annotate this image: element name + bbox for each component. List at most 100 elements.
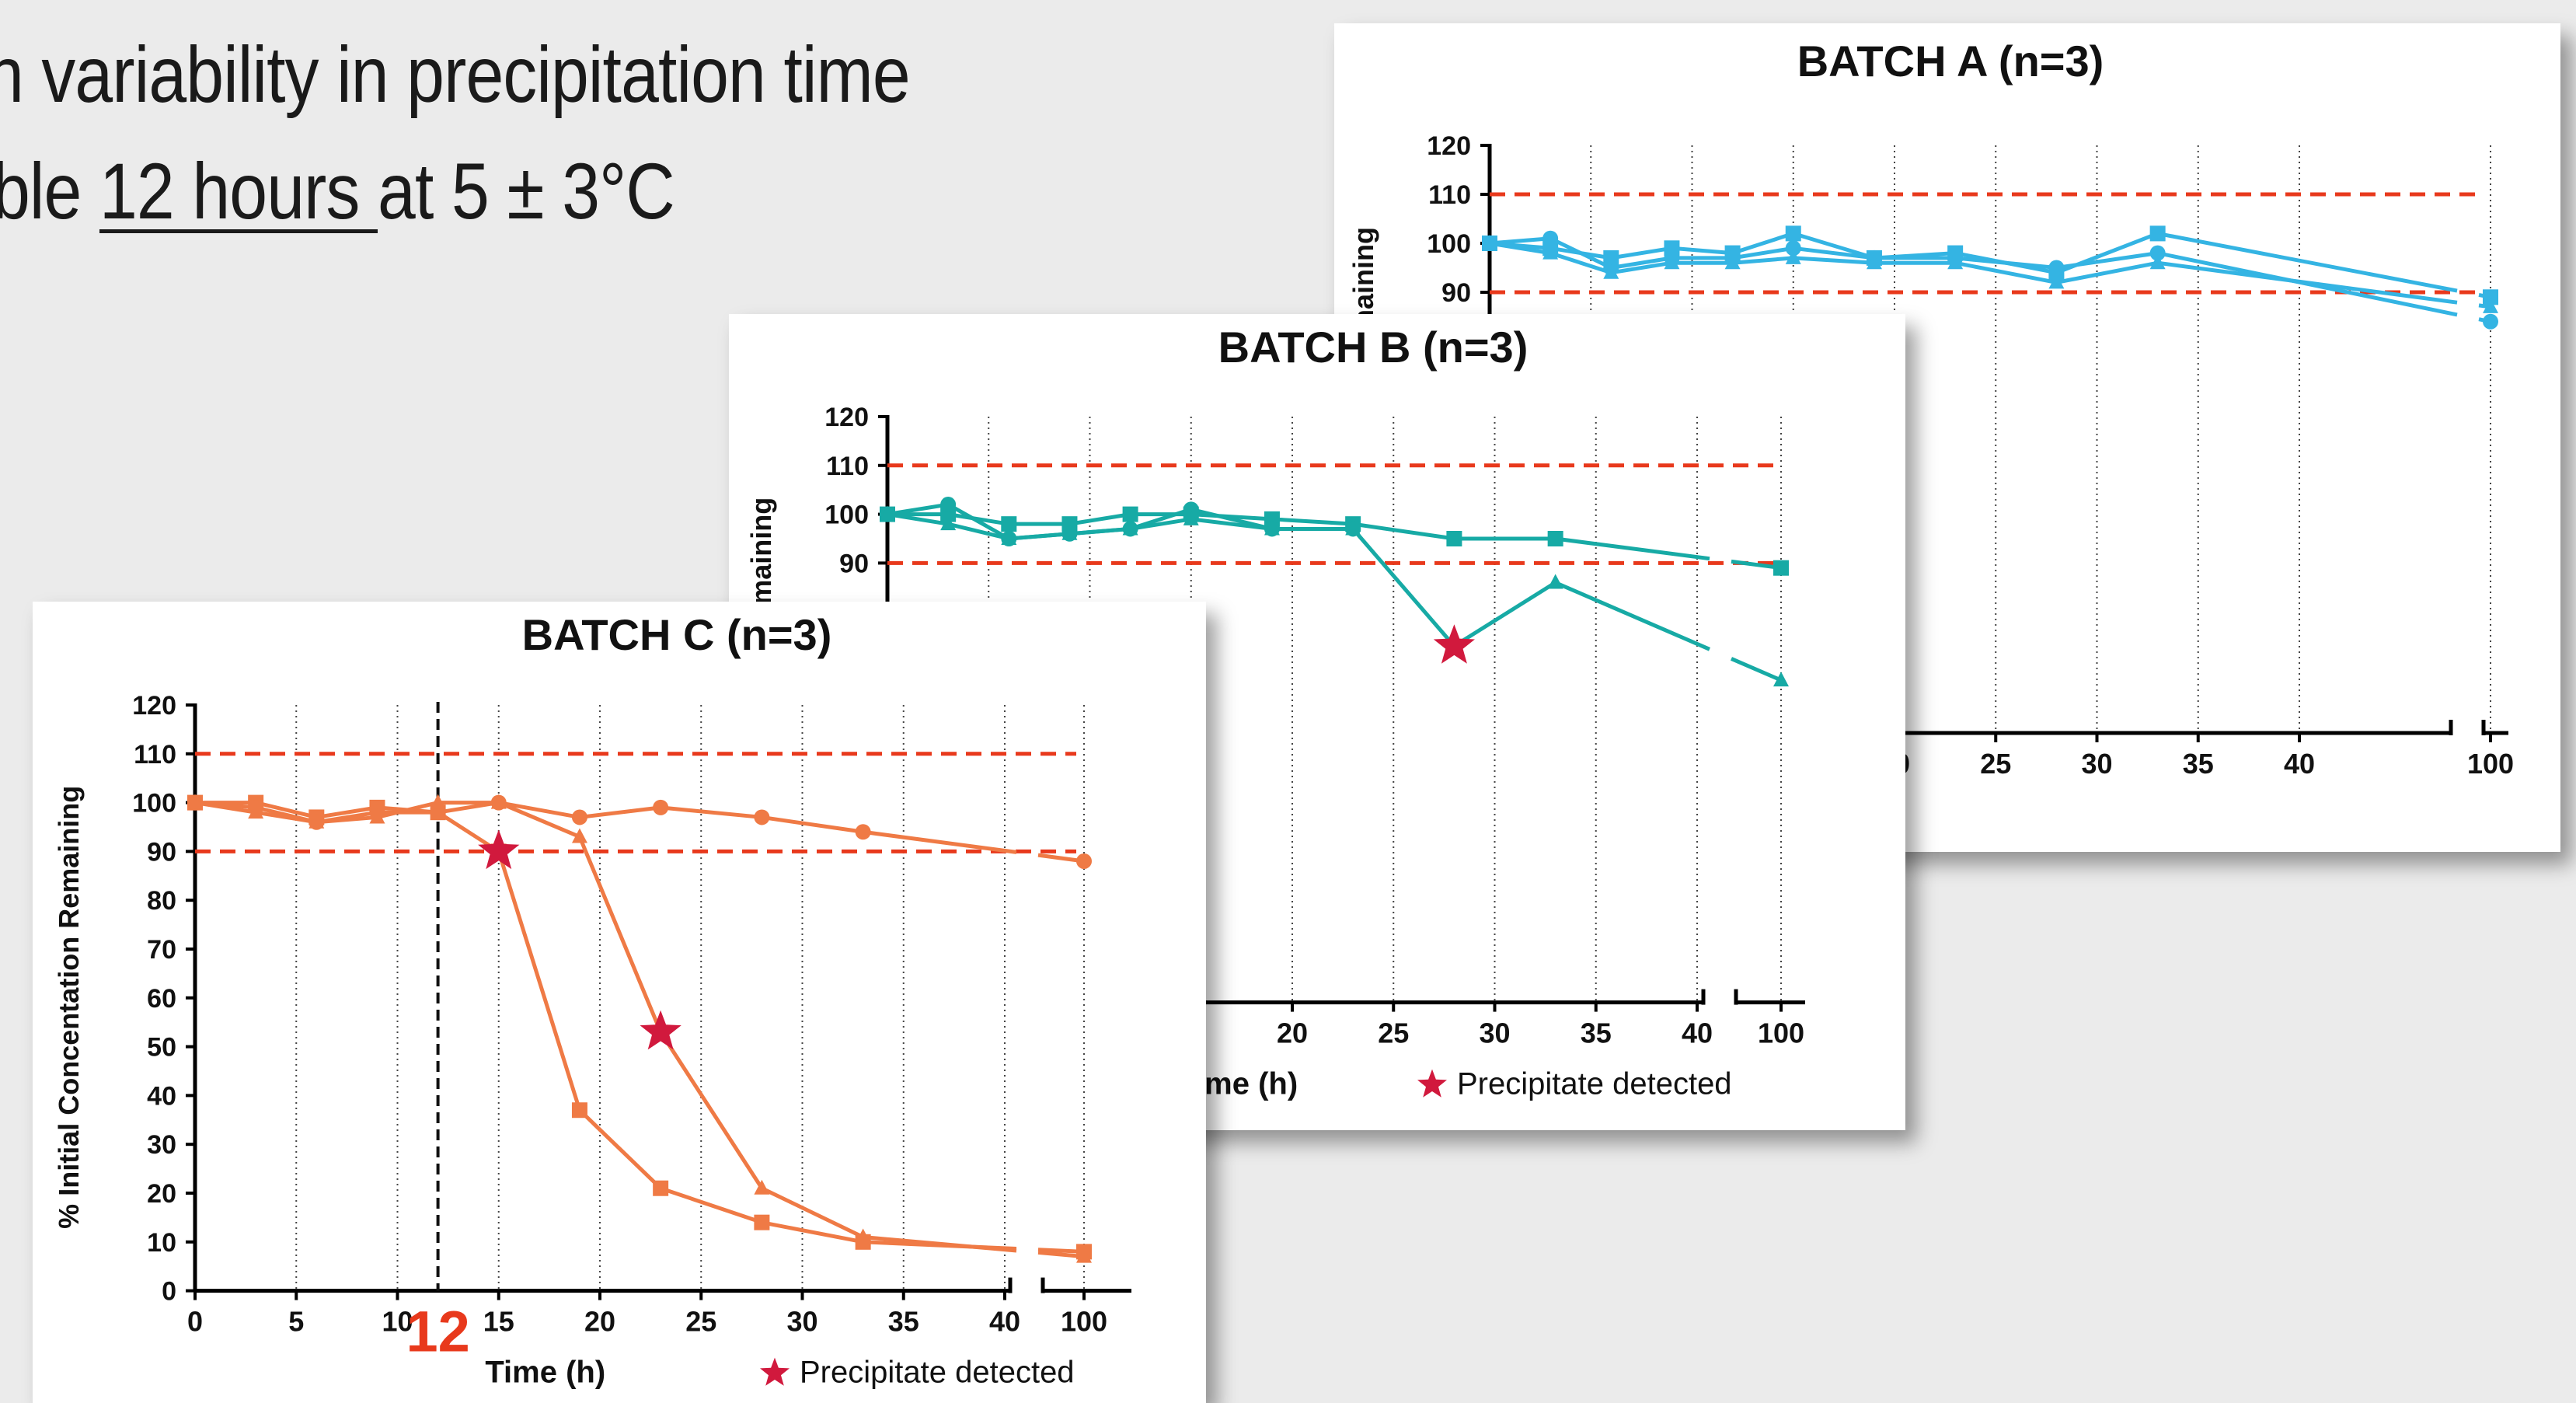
data-point-triangle — [308, 813, 325, 829]
data-point-square — [754, 1214, 770, 1230]
y-tick-label: 10 — [147, 1228, 176, 1258]
headline-underlined-hours: 12 hours — [99, 147, 378, 236]
data-point-circle — [2483, 313, 2498, 330]
data-point-square — [1122, 506, 1138, 522]
x-tick-label: 20 — [584, 1306, 615, 1338]
legend-star-icon — [760, 1357, 790, 1386]
twelve-hour-marker-label: 12 — [406, 1300, 469, 1364]
chart-title: BATCH C (n=3) — [522, 610, 832, 659]
data-point-triangle — [1947, 254, 1964, 270]
headline-line-2-pre: ble — [0, 147, 100, 236]
data-point-circle — [571, 809, 587, 825]
y-tick-label: 70 — [147, 935, 176, 965]
y-tick-label: 110 — [134, 740, 176, 770]
series-line — [1489, 236, 2491, 324]
precipitate-star — [640, 1010, 681, 1050]
x-tick-label: 5 — [288, 1306, 304, 1338]
x-tick-label: 100 — [1061, 1306, 1107, 1338]
data-point-square — [1785, 225, 1801, 242]
headline-line-2-post: at 5 ± 3°C — [378, 147, 675, 236]
data-point-circle — [1183, 501, 1199, 518]
series-2 — [187, 794, 1092, 869]
y-tick-label: 90 — [839, 549, 869, 578]
data-point-circle — [653, 799, 669, 815]
y-axis-label: % Initial Concentation Remaining — [53, 786, 85, 1229]
y-tick-label: 120 — [1427, 131, 1471, 161]
data-point-circle — [2048, 260, 2065, 276]
data-point-triangle — [1724, 254, 1741, 270]
data-point-triangle — [1785, 249, 1801, 264]
x-tick-label: 35 — [2183, 748, 2214, 780]
data-point-circle — [2149, 245, 2166, 261]
y-tick-label: 50 — [147, 1033, 176, 1063]
y-tick-label: 20 — [147, 1179, 176, 1209]
headline-line-1-text: n variability in precipitation time — [0, 30, 911, 119]
y-tick-label: 100 — [132, 789, 176, 818]
legend-label: Precipitate detected — [800, 1356, 1075, 1390]
data-point-triangle — [2483, 298, 2498, 313]
x-tick-label: 10 — [382, 1306, 413, 1338]
data-point-square — [571, 1102, 587, 1119]
data-point-square — [1001, 516, 1017, 532]
y-tick-label: 60 — [147, 984, 176, 1014]
data-point-circle — [940, 497, 957, 513]
x-tick-label: 0 — [187, 1306, 203, 1338]
series-1 — [187, 794, 1092, 1260]
data-point-circle — [754, 809, 770, 825]
precipitate-star — [1433, 624, 1475, 664]
x-tick-label: 40 — [2284, 748, 2315, 780]
series-3 — [1482, 235, 2498, 313]
data-point-triangle — [1001, 530, 1017, 545]
data-point-triangle — [880, 505, 895, 521]
y-tick-label: 110 — [826, 452, 869, 481]
y-tick-label: 110 — [1428, 180, 1471, 210]
data-point-circle — [1542, 230, 1559, 246]
data-point-triangle — [1076, 1248, 1092, 1263]
y-tick-label: 30 — [147, 1130, 176, 1160]
batch-c-chart-panel: BATCH C (n=3) 0 10 20 30 40 50 60 70 80 90 100 110 12… — [33, 602, 1206, 1403]
data-point-triangle — [369, 808, 385, 824]
data-point-square — [1446, 531, 1462, 546]
y-tick-label: 120 — [132, 691, 176, 721]
data-point-triangle — [2048, 274, 2065, 289]
data-point-triangle — [1773, 672, 1789, 687]
data-point-triangle — [1547, 574, 1563, 589]
x-tick-label: 30 — [2081, 748, 2112, 780]
data-point-circle — [1785, 240, 1801, 257]
chart-title: BATCH B (n=3) — [1218, 323, 1529, 372]
data-point-triangle — [754, 1179, 770, 1195]
data-point-square — [2483, 289, 2498, 305]
data-point-triangle — [1345, 520, 1361, 536]
y-tick-label: 0 — [162, 1277, 176, 1307]
y-tick-label: 90 — [1441, 278, 1471, 308]
batch-c-chart: BATCH C (n=3)010203040506070809010011012… — [53, 610, 1131, 1390]
series-3 — [187, 794, 1092, 1263]
data-point-triangle — [1061, 525, 1078, 540]
headline-line-2: ble 12 hours at 5 ± 3°C — [0, 146, 675, 237]
data-point-triangle — [1664, 254, 1680, 270]
x-tick-label: 100 — [2467, 748, 2514, 780]
x-tick-label: 15 — [483, 1306, 514, 1338]
x-tick-label: 40 — [1682, 1017, 1713, 1049]
headline-line-1: n variability in precipitation time — [0, 30, 911, 120]
y-tick-label: 90 — [147, 837, 176, 867]
y-tick-label: 100 — [1427, 229, 1471, 259]
data-point-circle — [855, 824, 871, 840]
series-line — [194, 801, 1085, 1259]
x-tick-label: 20 — [1277, 1017, 1308, 1049]
x-tick-label: 35 — [1581, 1017, 1612, 1049]
data-point-triangle — [1183, 510, 1199, 525]
x-axis-label: Time (h) — [485, 1356, 605, 1390]
x-tick-label: 25 — [1980, 748, 2011, 780]
series-line — [195, 801, 1085, 1254]
legend-star-icon — [1417, 1069, 1447, 1098]
data-point-triangle — [1603, 263, 1619, 279]
data-point-square — [1773, 560, 1789, 576]
x-tick-label: 40 — [989, 1306, 1020, 1338]
y-tick-label: 120 — [824, 403, 869, 432]
precipitate-star — [478, 829, 520, 870]
data-point-triangle — [1482, 235, 1497, 250]
y-tick-label: 40 — [147, 1081, 176, 1111]
data-point-circle — [1076, 853, 1092, 869]
x-tick-label: 35 — [888, 1306, 919, 1338]
